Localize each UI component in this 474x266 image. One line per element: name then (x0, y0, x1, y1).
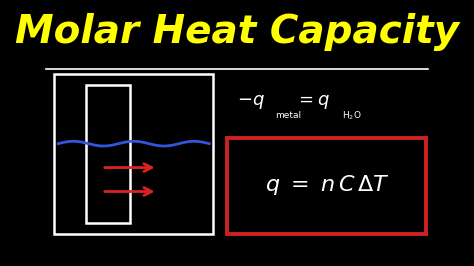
Bar (227, 138, 426, 234)
Text: $-q$: $-q$ (237, 93, 265, 111)
Text: metal: metal (275, 111, 301, 120)
Text: Molar Heat Capacity: Molar Heat Capacity (15, 13, 459, 51)
Text: H$_{2}$O: H$_{2}$O (342, 110, 362, 122)
Bar (86, 85, 130, 223)
Text: $= q$: $= q$ (295, 93, 329, 111)
Text: $q\ =\ n\,C\,\Delta T$: $q\ =\ n\,C\,\Delta T$ (264, 173, 390, 197)
Bar (55, 74, 213, 234)
